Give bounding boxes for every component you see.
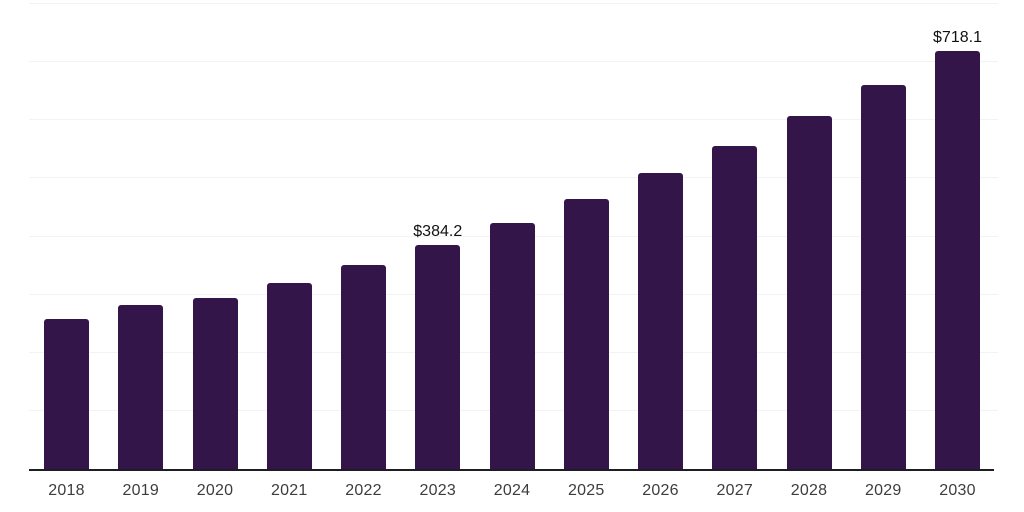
bar-2018 — [44, 318, 89, 469]
bar-2030 — [935, 50, 980, 469]
data-label-2023: $384.2 — [413, 223, 463, 241]
bar-2019 — [118, 305, 164, 469]
x-tick-2023: 2023 — [419, 482, 456, 499]
gridline-500 — [29, 177, 998, 179]
x-tick-2026: 2026 — [642, 482, 679, 499]
x-tick-2024: 2024 — [493, 482, 531, 499]
bar-2021 — [266, 283, 312, 469]
bar-2027 — [712, 145, 758, 469]
x-axis-line — [29, 469, 994, 471]
bar-2020 — [192, 298, 238, 469]
gridline-800 — [29, 2, 998, 4]
x-tick-2018: 2018 — [48, 482, 85, 499]
x-tick-2029: 2029 — [865, 482, 902, 499]
x-tick-2019: 2019 — [122, 482, 159, 499]
x-tick-2020: 2020 — [196, 482, 234, 499]
x-tick-2028: 2028 — [790, 482, 828, 499]
bar-2023 — [415, 245, 461, 469]
x-tick-2022: 2022 — [345, 482, 382, 499]
x-tick-2025: 2025 — [568, 482, 605, 499]
gridline-600 — [29, 119, 998, 120]
bar-2022 — [341, 265, 386, 469]
x-tick-2027: 2027 — [716, 482, 753, 499]
bar-2024 — [489, 222, 535, 469]
x-tick-2021: 2021 — [271, 482, 308, 499]
gridline-700 — [29, 60, 998, 62]
bar-2025 — [563, 199, 609, 469]
bar-2029 — [860, 84, 906, 469]
x-tick-2030: 2030 — [939, 482, 976, 499]
bar-2026 — [638, 172, 683, 469]
data-label-2030: $718.1 — [933, 28, 982, 46]
bar-2028 — [786, 116, 832, 469]
